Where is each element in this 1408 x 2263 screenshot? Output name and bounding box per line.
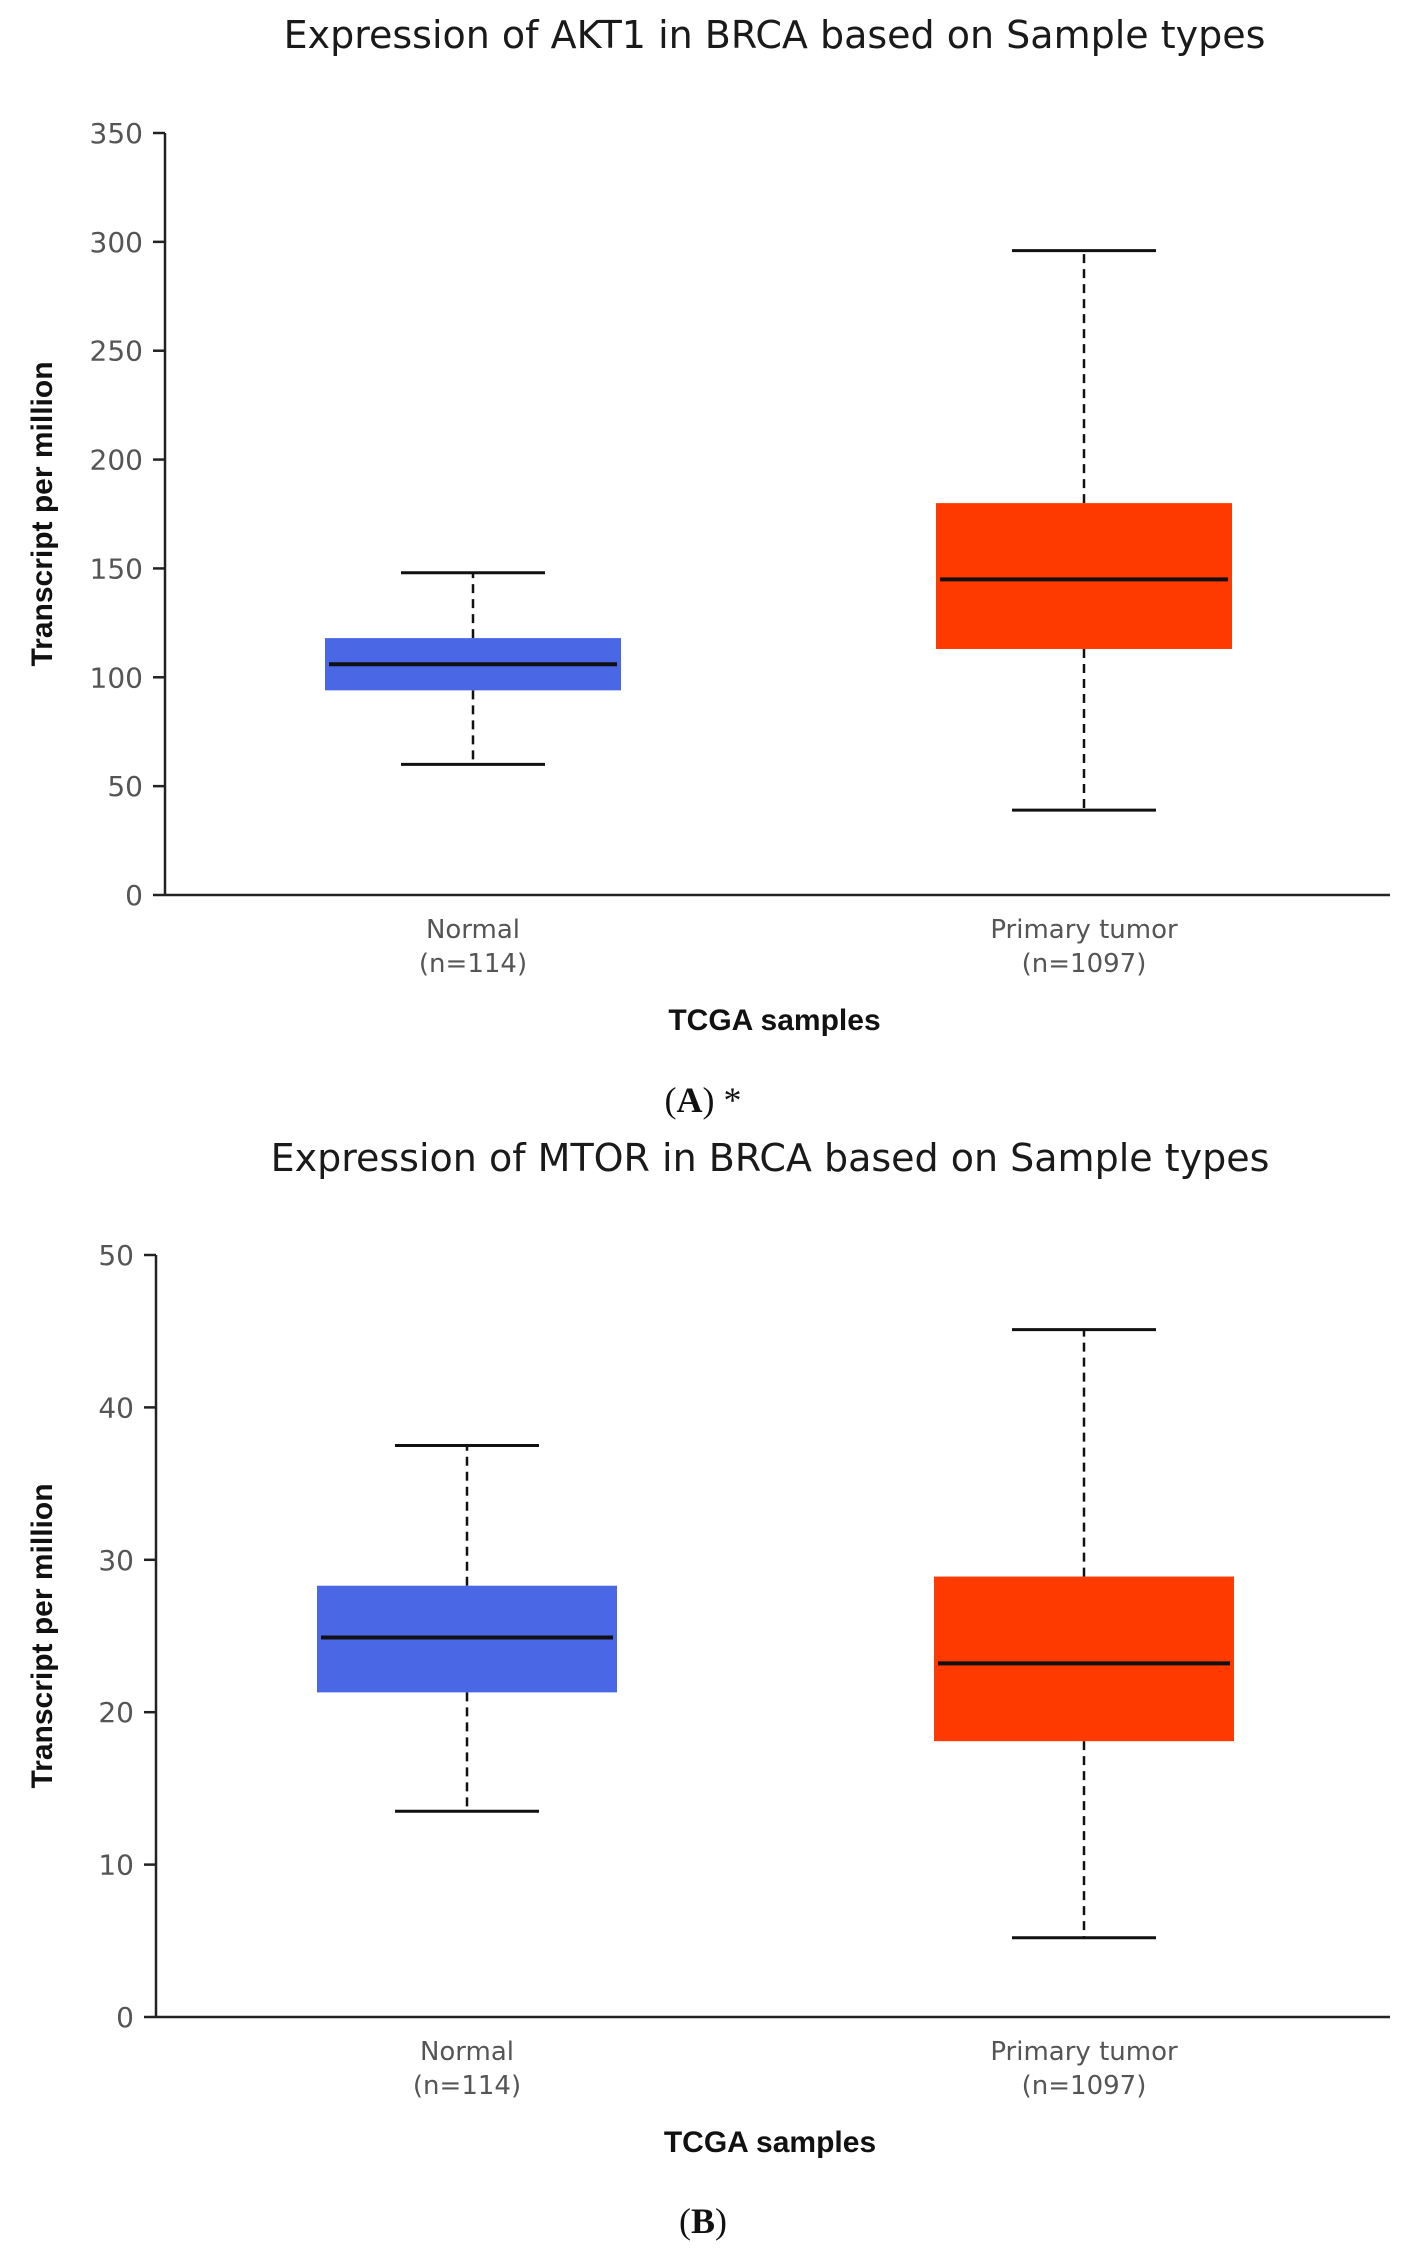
y-tick-label: 150	[90, 552, 143, 585]
caption-close-paren: )	[715, 2201, 727, 2241]
y-axis-label: Transcript per million	[26, 361, 59, 666]
box-normal	[317, 1444, 617, 1813]
box-primary-tumor	[934, 1328, 1234, 1940]
box-normal	[325, 571, 621, 766]
x-axis-label: TCGA samples	[668, 1004, 880, 1037]
box-primary-tumor	[936, 249, 1232, 812]
caption-suffix: *	[715, 1080, 742, 1120]
x-category-label: Normal	[420, 2037, 514, 2067]
panel-caption: (A) *	[665, 1080, 742, 1120]
x-sample-count: (n=1097)	[1022, 2071, 1147, 2101]
chart-panel-b: Expression of MTOR in BRCA based on Samp…	[26, 1136, 1390, 2241]
chart-title: Expression of MTOR in BRCA based on Samp…	[271, 1136, 1270, 1180]
iqr-box	[936, 503, 1232, 649]
x-category-label: Normal	[426, 915, 520, 945]
x-sample-count: (n=114)	[413, 2071, 521, 2101]
y-tick-label: 50	[98, 1239, 134, 1272]
y-tick-label: 0	[125, 879, 143, 912]
x-sample-count: (n=114)	[419, 949, 527, 979]
y-axis-label: Transcript per million	[26, 1483, 59, 1788]
y-tick-label: 40	[98, 1391, 134, 1424]
y-tick-label: 350	[90, 117, 143, 150]
y-tick-label: 100	[90, 661, 143, 694]
y-tick-label: 0	[116, 2001, 134, 2034]
y-tick-label: 50	[107, 770, 143, 803]
x-category-label: Primary tumor	[990, 915, 1178, 945]
caption-letter: B	[691, 2201, 715, 2241]
x-category-label: Primary tumor	[990, 2037, 1178, 2067]
caption-letter: A	[677, 1080, 703, 1120]
iqr-box	[934, 1576, 1234, 1742]
chart-panel-a: Expression of AKT1 in BRCA based on Samp…	[26, 13, 1390, 1120]
caption-close-paren: )	[703, 1080, 715, 1120]
panel-caption: (B)	[679, 2201, 727, 2241]
x-sample-count: (n=1097)	[1022, 949, 1147, 979]
y-tick-label: 10	[98, 1849, 134, 1882]
y-tick-label: 200	[90, 444, 143, 477]
x-axis-label: TCGA samples	[664, 2126, 876, 2159]
y-tick-label: 250	[90, 335, 143, 368]
chart-title: Expression of AKT1 in BRCA based on Samp…	[284, 13, 1266, 57]
y-tick-label: 300	[90, 226, 143, 259]
caption-open-paren: (	[679, 2201, 691, 2241]
y-tick-label: 20	[98, 1696, 134, 1729]
y-tick-label: 30	[98, 1544, 134, 1577]
caption-open-paren: (	[665, 1080, 677, 1120]
